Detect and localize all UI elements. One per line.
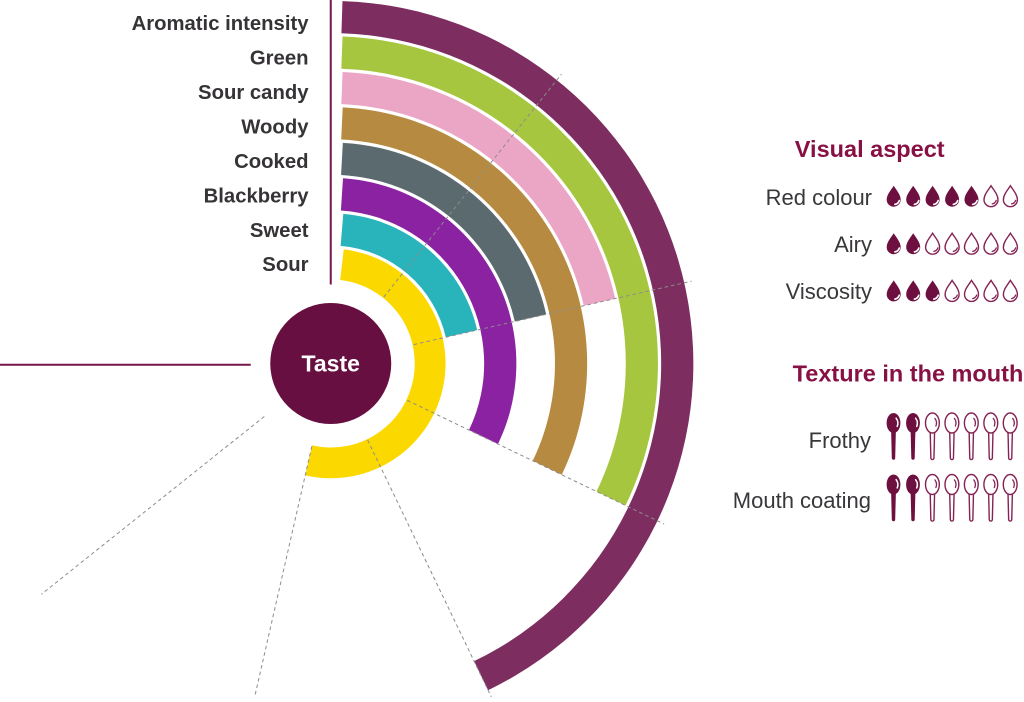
svg-text:Mouth coating: Mouth coating — [733, 488, 871, 513]
svg-text:Green: Green — [250, 48, 309, 70]
svg-text:Taste: Taste — [302, 351, 360, 377]
svg-text:Sour: Sour — [262, 254, 308, 276]
svg-text:Sour candy: Sour candy — [198, 82, 309, 104]
svg-text:Red colour: Red colour — [766, 185, 872, 210]
svg-text:Sweet: Sweet — [250, 220, 309, 242]
svg-text:Blackberry: Blackberry — [204, 185, 310, 207]
svg-text:Airy: Airy — [834, 232, 872, 257]
svg-text:Texture in the mouth: Texture in the mouth — [793, 361, 1024, 387]
svg-text:Aromatic intensity: Aromatic intensity — [132, 13, 310, 35]
svg-text:Viscosity: Viscosity — [786, 279, 872, 304]
svg-text:Frothy: Frothy — [809, 428, 871, 453]
svg-text:Woody: Woody — [241, 117, 309, 139]
svg-text:Cooked: Cooked — [234, 151, 308, 173]
svg-text:Visual aspect: Visual aspect — [795, 136, 945, 162]
